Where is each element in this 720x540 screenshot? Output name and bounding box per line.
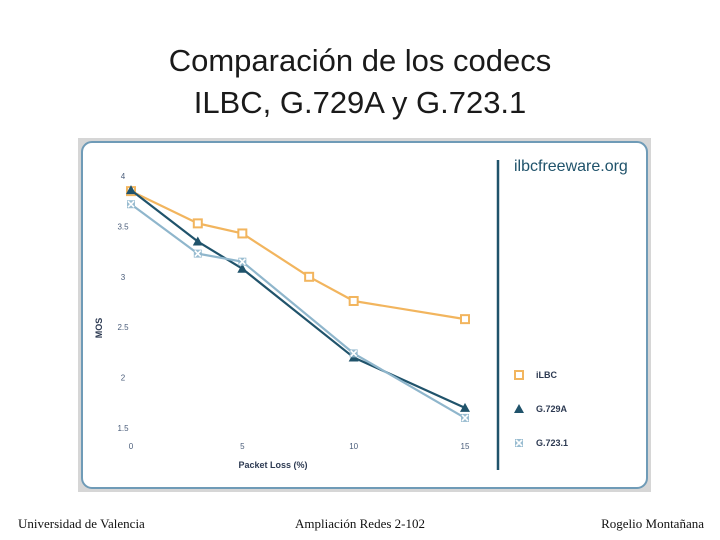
chart-svg: ilbcfreeware.org 1.5 2 2.5 3 3.5 4 0 5 10 15 Pack…: [81, 141, 648, 489]
data-point-g.723.1-cross: [350, 349, 358, 357]
legend-marker-g.729a: [514, 404, 524, 413]
data-point-ilbc-shape: [304, 271, 315, 282]
data-point-g.723.1-cross: [194, 250, 202, 258]
x-tick-label: 10: [349, 442, 358, 451]
watermark-logo-text: ilbcfreeware.org: [514, 158, 628, 175]
x-tick-label: 15: [461, 442, 470, 451]
data-point-g.723.1: [193, 249, 202, 258]
data-point-g.723.1-cross: [461, 414, 469, 422]
data-point-ilbc-shape: [237, 228, 248, 239]
x-axis-label: Packet Loss (%): [238, 460, 307, 470]
data-point-g.723.1: [461, 413, 469, 422]
slide-title: Comparación de los codecs ILBC, G.729A y…: [0, 40, 720, 124]
data-point-g.729a: [126, 185, 136, 195]
footer-university: Universidad de Valencia: [18, 516, 145, 531]
plot-area: 1.5 2 2.5 3 3.5 4 0 5 10 15: [117, 172, 470, 451]
series-line-ilbc: [130, 190, 466, 321]
y-tick-label: 3.5: [117, 222, 129, 231]
legend: iLBC G.729A G.723.1: [514, 370, 568, 448]
data-point-ilbc: [237, 228, 248, 239]
data-point-g.723.1-cross: [238, 258, 246, 266]
chart-figure: ilbcfreeware.org 1.5 2 2.5 3 3.5 4 0 5 10 15 Pack…: [78, 138, 651, 492]
slide-title-line-1: Comparación de los codecs: [168, 43, 552, 78]
data-point-g.723.1: [238, 257, 247, 266]
x-tick-label: 5: [240, 442, 245, 451]
legend-marker-g.723.1: [515, 439, 523, 447]
data-point-g.723.1: [349, 349, 358, 358]
y-tick-label: 2: [121, 374, 126, 383]
data-point-g.723.1: [127, 200, 135, 209]
y-tick-label: 3: [121, 273, 126, 282]
data-point-ilbc: [348, 295, 359, 306]
data-point-g.729a-shape: [460, 402, 470, 412]
data-point-ilbc-shape: [348, 295, 359, 306]
y-axis-label: MOS: [94, 318, 104, 339]
legend-marker-ilbc-shape: [514, 370, 524, 380]
footer-author: Rogelio Montañana: [601, 516, 704, 531]
slide-title-line-2: ILBC, G.729A y G.723.1: [193, 85, 527, 120]
data-point-g.729a-shape: [237, 263, 248, 273]
data-point-ilbc-shape: [192, 218, 203, 229]
data-point-ilbc: [304, 271, 315, 282]
legend-marker-g.723.1-cross: [515, 439, 523, 447]
legend-label-ilbc: iLBC: [536, 370, 557, 380]
data-point-ilbc: [192, 218, 203, 229]
data-point-g.729a: [460, 402, 470, 412]
footer-course: Ampliación Redes 2-102: [295, 516, 425, 531]
y-tick-label: 1.5: [117, 424, 129, 433]
x-tick-label: 0: [129, 442, 134, 451]
data-point-ilbc: [460, 314, 470, 325]
data-point-g.729a: [192, 236, 203, 246]
data-point-g.729a-shape: [126, 185, 136, 195]
data-point-g.729a: [237, 263, 248, 273]
data-point-g.723.1-cross: [127, 200, 135, 208]
data-point-g.729a-shape: [192, 236, 203, 246]
legend-marker-ilbc: [514, 370, 524, 380]
data-point-ilbc-shape: [460, 314, 470, 325]
chart-panel: [81, 141, 648, 489]
legend-label-g.729a: G.729A: [536, 404, 568, 414]
legend-marker-g.729a-shape: [514, 404, 524, 413]
y-tick-label: 4: [121, 172, 126, 181]
legend-label-g.723.1: G.723.1: [536, 438, 568, 448]
y-tick-label: 2.5: [117, 323, 129, 332]
